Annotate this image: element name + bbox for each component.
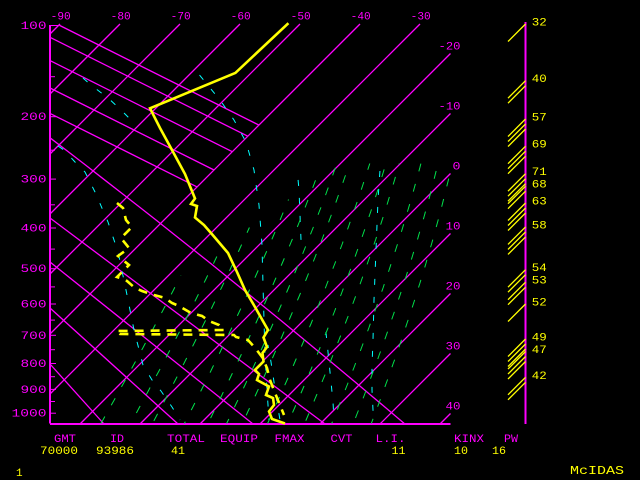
- svg-text:41: 41: [171, 446, 185, 458]
- svg-text:40: 40: [446, 402, 461, 414]
- svg-text:500: 500: [21, 264, 47, 276]
- svg-text:800: 800: [21, 359, 47, 371]
- svg-text:KINX: KINX: [454, 434, 484, 446]
- svg-text:GMT: GMT: [54, 434, 76, 446]
- svg-text:10: 10: [454, 446, 468, 458]
- svg-text:57: 57: [532, 113, 547, 125]
- svg-text:FMAX: FMAX: [275, 434, 305, 446]
- svg-text:10: 10: [446, 222, 461, 234]
- svg-text:EQUIP: EQUIP: [220, 434, 258, 446]
- svg-text:0: 0: [453, 162, 461, 174]
- svg-text:11: 11: [392, 446, 406, 458]
- svg-text:PW: PW: [504, 434, 518, 446]
- svg-text:40: 40: [532, 74, 547, 86]
- svg-text:1000: 1000: [12, 409, 47, 421]
- svg-text:70000: 70000: [40, 446, 78, 458]
- svg-text:20: 20: [446, 282, 461, 294]
- svg-text:100: 100: [21, 21, 47, 33]
- svg-text:32: 32: [532, 18, 547, 30]
- svg-text:49: 49: [532, 333, 547, 345]
- svg-text:30: 30: [446, 342, 461, 354]
- svg-text:-60: -60: [231, 12, 251, 24]
- svg-text:600: 600: [21, 300, 47, 312]
- svg-text:300: 300: [21, 175, 47, 187]
- svg-text:TOTAL: TOTAL: [167, 434, 205, 446]
- svg-text:ID: ID: [110, 434, 124, 446]
- svg-text:700: 700: [21, 331, 47, 343]
- svg-text:16: 16: [492, 446, 506, 458]
- svg-text:54: 54: [532, 263, 547, 275]
- svg-text:-10: -10: [439, 102, 461, 114]
- svg-text:58: 58: [532, 220, 547, 232]
- svg-text:200: 200: [21, 112, 47, 124]
- svg-text:71: 71: [532, 167, 547, 179]
- svg-text:-20: -20: [439, 42, 461, 54]
- svg-text:900: 900: [21, 385, 47, 397]
- svg-text:-70: -70: [171, 12, 191, 24]
- svg-text:-40: -40: [351, 12, 371, 24]
- svg-text:McIDAS: McIDAS: [570, 464, 624, 478]
- svg-text:47: 47: [532, 345, 547, 357]
- svg-text:-90: -90: [51, 12, 71, 24]
- svg-text:-50: -50: [291, 12, 311, 24]
- svg-text:69: 69: [532, 140, 547, 152]
- svg-text:-30: -30: [411, 12, 431, 24]
- svg-text:400: 400: [21, 224, 47, 236]
- svg-text:42: 42: [532, 371, 547, 383]
- svg-text:53: 53: [532, 276, 547, 288]
- svg-text:1: 1: [16, 468, 23, 480]
- svg-text:93986: 93986: [96, 446, 134, 458]
- svg-text:63: 63: [532, 197, 547, 209]
- svg-text:CVT: CVT: [331, 434, 353, 446]
- svg-text:52: 52: [532, 298, 547, 310]
- svg-text:68: 68: [532, 180, 547, 192]
- svg-text:L.I.: L.I.: [376, 434, 406, 446]
- svg-text:-80: -80: [111, 12, 131, 24]
